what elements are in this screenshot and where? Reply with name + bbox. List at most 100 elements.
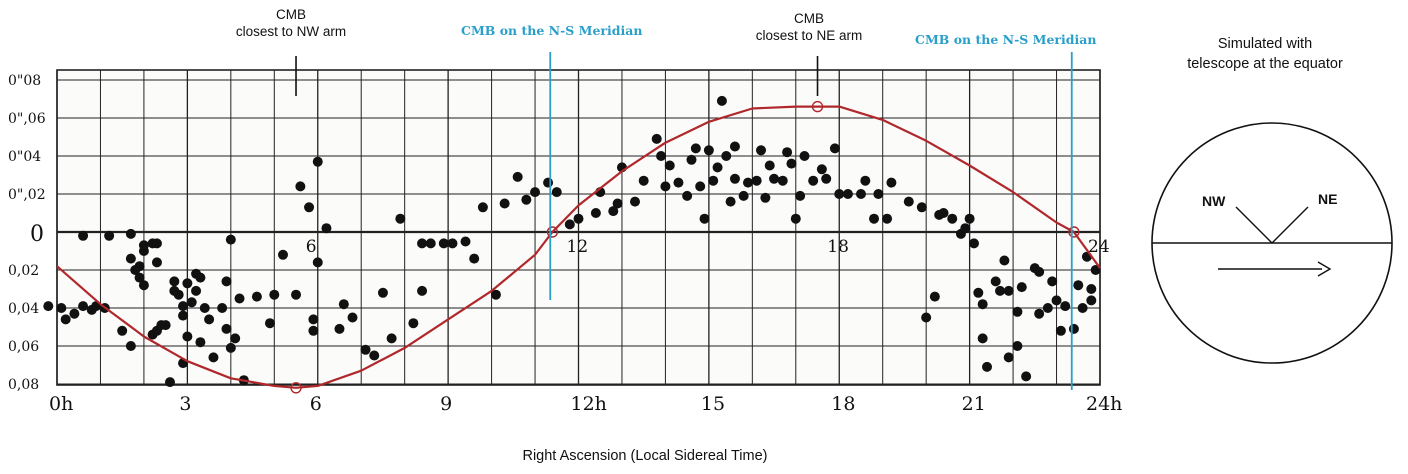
y-tick-label: 0,02 [8,263,39,279]
data-point [308,314,319,325]
y-tick-label: 0",02 [8,187,46,203]
data-point [738,190,749,201]
data-point [995,285,1006,296]
data-point [973,287,984,298]
data-point [799,151,810,161]
data-point [716,95,727,106]
data-point [334,323,345,334]
data-point [182,278,193,289]
simulation-title: Simulated with telescope at the equator [1140,34,1390,74]
data-point [134,272,145,283]
data-point [477,202,488,213]
data-point [312,156,323,167]
data-point [990,276,1001,287]
data-point [60,314,71,325]
data-point [1090,265,1101,275]
y-tick-label: 0"04 [8,149,41,165]
data-point [512,171,523,182]
x-tick-label: 18 [831,393,855,415]
data-point [125,341,136,351]
data-point [999,255,1010,266]
data-point [408,318,419,329]
data-point [629,196,640,207]
data-point [816,164,827,175]
data-point [682,190,693,201]
data-point [795,190,806,201]
data-point [490,289,501,300]
ne-annotation: CMB closest to NE arm [736,10,882,44]
data-point [125,253,136,264]
data-point [521,194,532,205]
simulated-curve [56,105,1101,389]
data-point [69,308,80,319]
data-point [1047,276,1058,287]
data-point [660,181,671,192]
data-point [760,192,771,203]
data-point [1042,303,1053,313]
x-axis-title: Right Ascension (Local Sidereal Time) [522,448,768,464]
data-point [977,299,988,310]
data-point [138,280,149,291]
data-point [134,261,145,272]
data-point [573,213,584,224]
inner-hour-label: 6 [306,237,317,257]
rotation-arrow-head [1317,261,1332,277]
data-point [78,230,89,241]
data-point [417,238,428,249]
data-point [1051,295,1062,306]
y-tick-label: 0,08 [8,377,39,393]
data-point [169,276,180,287]
data-point [608,206,619,217]
data-point [208,352,219,363]
data-point [543,177,554,188]
data-point [777,175,788,186]
data-point [225,342,236,353]
ne-arm [1271,206,1309,244]
data-point [808,175,819,186]
data-point [751,175,762,186]
data-point [295,181,306,192]
data-point [312,257,323,268]
data-point [855,189,866,199]
data-point [1003,285,1014,296]
data-point [195,272,206,283]
data-point [1077,303,1088,313]
data-point [269,289,280,300]
data-point [699,213,710,224]
data-point [321,223,332,234]
data-point [425,238,436,249]
data-point [125,228,136,239]
data-point [729,173,740,184]
data-point [178,301,189,312]
data-point [729,141,740,152]
data-point [78,301,89,312]
x-tick-label: 21 [962,393,986,415]
y-tick-label: 0 [30,222,44,247]
data-point [869,213,880,224]
data-point [182,331,193,342]
x-tick-label: 6 [310,393,322,415]
data-point [1034,308,1045,319]
data-point [964,213,975,224]
data-point [117,325,128,336]
data-point [199,303,210,313]
curve-marker [546,226,559,238]
data-point [882,213,893,224]
data-point [164,377,175,388]
data-point [638,175,649,186]
data-point [551,187,562,198]
data-point [656,151,667,161]
x-tick-label: 15 [701,393,725,415]
data-point [186,297,197,308]
data-point [829,143,840,154]
ne-annotation-line1: CMB [794,11,824,26]
data-point [447,238,458,249]
data-point [860,175,871,186]
data-point [725,196,736,207]
data-point [230,333,241,344]
data-point [903,196,914,207]
nw-annotation: CMB closest to NW arm [218,6,364,40]
nw-arm [1235,206,1273,244]
data-point [756,145,767,156]
